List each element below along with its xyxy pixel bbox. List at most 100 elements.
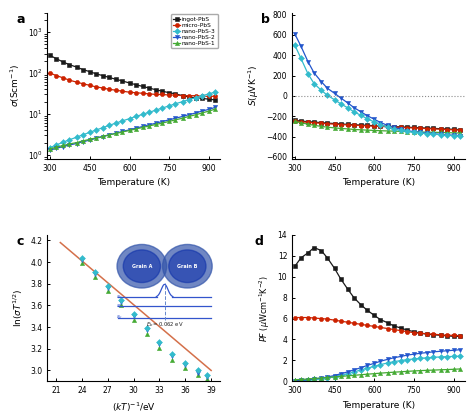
micro-PbS xyxy=(100,85,106,91)
nano-PbS-2 xyxy=(206,107,212,112)
nano-PbS-2 xyxy=(47,148,53,153)
micro-PbS xyxy=(193,93,199,98)
nano-PbS-1 xyxy=(199,111,205,116)
ingot-PbS xyxy=(93,71,99,76)
nano-PbS-3 xyxy=(93,127,99,132)
micro-PbS xyxy=(87,83,93,88)
nano-PbS-2 xyxy=(93,136,99,141)
micro-PbS xyxy=(173,93,178,98)
nano-PbS-1 xyxy=(66,142,72,147)
ingot-PbS xyxy=(133,82,138,87)
nano-PbS-2 xyxy=(80,139,85,144)
nano-PbS-1 xyxy=(100,134,106,139)
ingot-PbS xyxy=(146,85,152,91)
nano-PbS-2 xyxy=(100,134,106,139)
ingot-PbS xyxy=(61,59,66,65)
nano-PbS-3 xyxy=(159,106,165,111)
nano-PbS-1 xyxy=(193,112,199,117)
nano-PbS-1 xyxy=(140,125,146,130)
micro-PbS xyxy=(186,93,191,98)
micro-PbS xyxy=(113,88,119,93)
nano-PbS-1 xyxy=(113,131,119,136)
ingot-PbS xyxy=(74,65,80,70)
nano-PbS-3 xyxy=(66,137,72,142)
nano-PbS-3 xyxy=(153,108,159,113)
ingot-PbS xyxy=(206,97,212,102)
micro-PbS xyxy=(199,94,205,99)
nano-PbS-3 xyxy=(87,130,93,135)
micro-PbS xyxy=(127,90,132,95)
nano-PbS-3 xyxy=(74,135,80,140)
ingot-PbS xyxy=(186,94,191,99)
nano-PbS-1 xyxy=(119,129,125,134)
nano-PbS-2 xyxy=(133,126,138,131)
nano-PbS-1 xyxy=(47,146,53,151)
X-axis label: Temperature (K): Temperature (K) xyxy=(97,178,170,187)
Text: a: a xyxy=(17,13,25,26)
nano-PbS-3 xyxy=(166,103,172,109)
Line: nano-PbS-1: nano-PbS-1 xyxy=(48,107,218,151)
nano-PbS-2 xyxy=(66,142,72,147)
ingot-PbS xyxy=(180,93,185,98)
micro-PbS xyxy=(106,87,112,92)
ingot-PbS xyxy=(47,53,53,58)
ingot-PbS xyxy=(80,67,85,72)
nano-PbS-1 xyxy=(74,140,80,145)
micro-PbS xyxy=(212,94,218,99)
Y-axis label: $PF$ ($\mu$Wcm$^{-1}$K$^{-2}$): $PF$ ($\mu$Wcm$^{-1}$K$^{-2}$) xyxy=(258,274,272,341)
nano-PbS-2 xyxy=(140,124,146,129)
nano-PbS-1 xyxy=(159,121,165,126)
nano-PbS-3 xyxy=(127,116,132,121)
nano-PbS-3 xyxy=(133,114,138,119)
ingot-PbS xyxy=(66,62,72,67)
nano-PbS-1 xyxy=(173,117,178,122)
X-axis label: Temperature (K): Temperature (K) xyxy=(342,401,415,410)
Text: c: c xyxy=(17,235,24,248)
ingot-PbS xyxy=(166,90,172,95)
nano-PbS-2 xyxy=(61,144,66,149)
nano-PbS-3 xyxy=(53,142,59,147)
nano-PbS-1 xyxy=(212,106,218,111)
micro-PbS xyxy=(93,84,99,89)
nano-PbS-3 xyxy=(206,91,212,96)
nano-PbS-1 xyxy=(80,138,85,143)
Text: b: b xyxy=(261,13,270,26)
nano-PbS-1 xyxy=(186,114,191,119)
ingot-PbS xyxy=(113,77,119,82)
ingot-PbS xyxy=(140,84,146,89)
Y-axis label: $\sigma$(Scm$^{-1}$): $\sigma$(Scm$^{-1}$) xyxy=(9,64,22,107)
nano-PbS-3 xyxy=(186,97,191,102)
ingot-PbS xyxy=(100,73,106,78)
nano-PbS-1 xyxy=(53,145,59,150)
micro-PbS xyxy=(80,81,85,86)
Line: nano-PbS-2: nano-PbS-2 xyxy=(48,105,218,153)
nano-PbS-1 xyxy=(87,137,93,142)
ingot-PbS xyxy=(127,80,132,85)
micro-PbS xyxy=(166,93,172,98)
nano-PbS-3 xyxy=(212,89,218,94)
Y-axis label: $S$($\mu$VK$^{-1}$): $S$($\mu$VK$^{-1}$) xyxy=(246,65,261,106)
nano-PbS-2 xyxy=(166,117,172,122)
nano-PbS-3 xyxy=(146,110,152,115)
ingot-PbS xyxy=(199,96,205,101)
micro-PbS xyxy=(61,75,66,80)
nano-PbS-1 xyxy=(133,127,138,132)
nano-PbS-2 xyxy=(74,141,80,146)
nano-PbS-3 xyxy=(173,101,178,106)
nano-PbS-2 xyxy=(193,111,199,116)
Text: d: d xyxy=(254,235,263,248)
Line: ingot-PbS: ingot-PbS xyxy=(48,53,218,102)
ingot-PbS xyxy=(53,56,59,61)
ingot-PbS xyxy=(119,78,125,83)
nano-PbS-3 xyxy=(193,95,199,100)
ingot-PbS xyxy=(87,69,93,74)
nano-PbS-2 xyxy=(119,129,125,134)
nano-PbS-2 xyxy=(173,116,178,121)
micro-PbS xyxy=(180,93,185,98)
ingot-PbS xyxy=(212,98,218,103)
nano-PbS-3 xyxy=(113,121,119,126)
micro-PbS xyxy=(53,73,59,78)
nano-PbS-2 xyxy=(53,146,59,151)
nano-PbS-2 xyxy=(146,122,152,127)
nano-PbS-3 xyxy=(140,112,146,117)
